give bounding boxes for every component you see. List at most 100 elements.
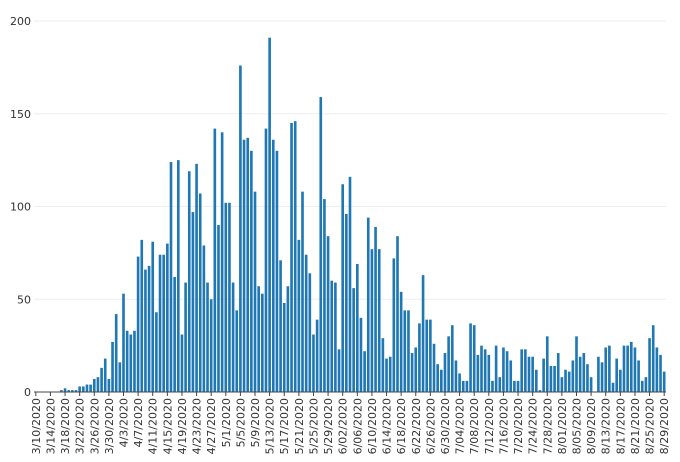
bar: [560, 377, 564, 392]
bar: [640, 380, 644, 392]
bar: [297, 239, 301, 392]
bar: [644, 377, 648, 392]
bar: [633, 347, 637, 392]
x-tick-label: 5/29/2020: [322, 398, 335, 454]
bar: [220, 132, 224, 393]
x-tick-label: 4/27/2020: [205, 398, 218, 454]
bar: [231, 282, 235, 392]
bar: [465, 380, 469, 392]
x-tick-label: 8/17/2020: [614, 398, 627, 454]
bar: [122, 293, 125, 392]
bar: [345, 213, 348, 392]
bar: [330, 280, 334, 392]
x-tick-label: 8/05/2020: [570, 398, 583, 454]
y-tick-label: 100: [10, 201, 31, 214]
bar: [542, 358, 545, 392]
bar: [242, 139, 246, 392]
x-tick-label: 7/16/2020: [497, 398, 510, 454]
bar: [629, 341, 633, 392]
bar: [564, 369, 567, 392]
bar: [359, 317, 363, 392]
bar: [166, 243, 169, 392]
x-tick-label: 6/06/2020: [351, 398, 364, 454]
bar: [103, 358, 107, 392]
bar: [476, 354, 480, 392]
bar: [418, 323, 421, 392]
x-tick-label: 6/10/2020: [366, 398, 379, 454]
x-tick-label: 4/23/2020: [191, 398, 204, 454]
bar: [111, 341, 114, 392]
x-tick-label: 5/13/2020: [264, 398, 277, 454]
bar: [337, 349, 341, 392]
x-tick-label: 8/13/2020: [600, 398, 613, 454]
bar: [184, 282, 187, 392]
bar: [487, 354, 491, 392]
bar: [293, 121, 297, 393]
bar: [191, 212, 195, 392]
bar: [597, 356, 600, 392]
bar: [516, 380, 520, 392]
bar: [545, 336, 549, 392]
x-tick-label: 7/20/2020: [512, 398, 525, 454]
bar: [414, 347, 418, 392]
bar: [469, 323, 472, 392]
bar: [341, 184, 345, 392]
bar: [662, 371, 666, 392]
x-axis-ticks: 3/10/2020 3/14/2020 3/18/2020 3/22/2020 3/26…: [30, 392, 671, 454]
bar: [502, 347, 505, 392]
bar: [63, 388, 67, 392]
bar: [399, 291, 403, 392]
x-tick-label: 4/3/2020: [118, 398, 131, 447]
x-tick-label: 3/22/2020: [74, 398, 87, 454]
bar: [304, 254, 308, 392]
bar: [611, 382, 615, 392]
bar: [370, 249, 374, 392]
bar: [275, 150, 279, 392]
x-tick-label: 8/01/2020: [556, 398, 569, 454]
bar: [575, 336, 578, 392]
bar: [334, 282, 337, 392]
x-tick-label: 5/5/2020: [234, 398, 247, 447]
x-tick-label: 5/25/2020: [307, 398, 320, 454]
bar: [286, 286, 290, 392]
bar: [535, 369, 538, 392]
x-tick-label: 4/7/2020: [132, 398, 145, 447]
bar: [224, 202, 228, 392]
bar: [261, 293, 264, 392]
bar: [195, 163, 198, 392]
x-tick-label: 5/17/2020: [278, 398, 291, 454]
bar: [429, 319, 432, 392]
bar: [648, 338, 651, 392]
x-tick-label: 3/14/2020: [44, 398, 57, 454]
bar: [582, 353, 586, 392]
bar: [586, 364, 589, 392]
bar: [615, 358, 618, 392]
bar: [403, 310, 407, 392]
bar: [655, 347, 659, 392]
bar: [78, 386, 81, 392]
bar: [151, 241, 155, 392]
bar: [129, 334, 133, 392]
bar: [553, 366, 556, 392]
bar: [253, 191, 257, 392]
bar: [326, 236, 330, 392]
bar: [271, 139, 275, 392]
bar: [312, 334, 315, 392]
x-tick-label: 6/30/2020: [439, 398, 452, 454]
x-tick-label: 3/26/2020: [88, 398, 101, 454]
bar: [169, 161, 173, 392]
x-tick-label: 6/18/2020: [395, 398, 408, 454]
x-tick-label: 7/28/2020: [541, 398, 554, 454]
bar: [549, 366, 553, 392]
bar: [527, 356, 531, 392]
bar: [85, 384, 89, 392]
x-tick-label: 6/02/2020: [337, 398, 350, 454]
bar: [187, 171, 191, 392]
bar: [140, 239, 144, 392]
bars: [60, 37, 666, 393]
bar: [301, 191, 304, 392]
x-tick-label: 7/12/2020: [483, 398, 496, 454]
bar: [319, 97, 323, 392]
bar: [659, 354, 662, 392]
